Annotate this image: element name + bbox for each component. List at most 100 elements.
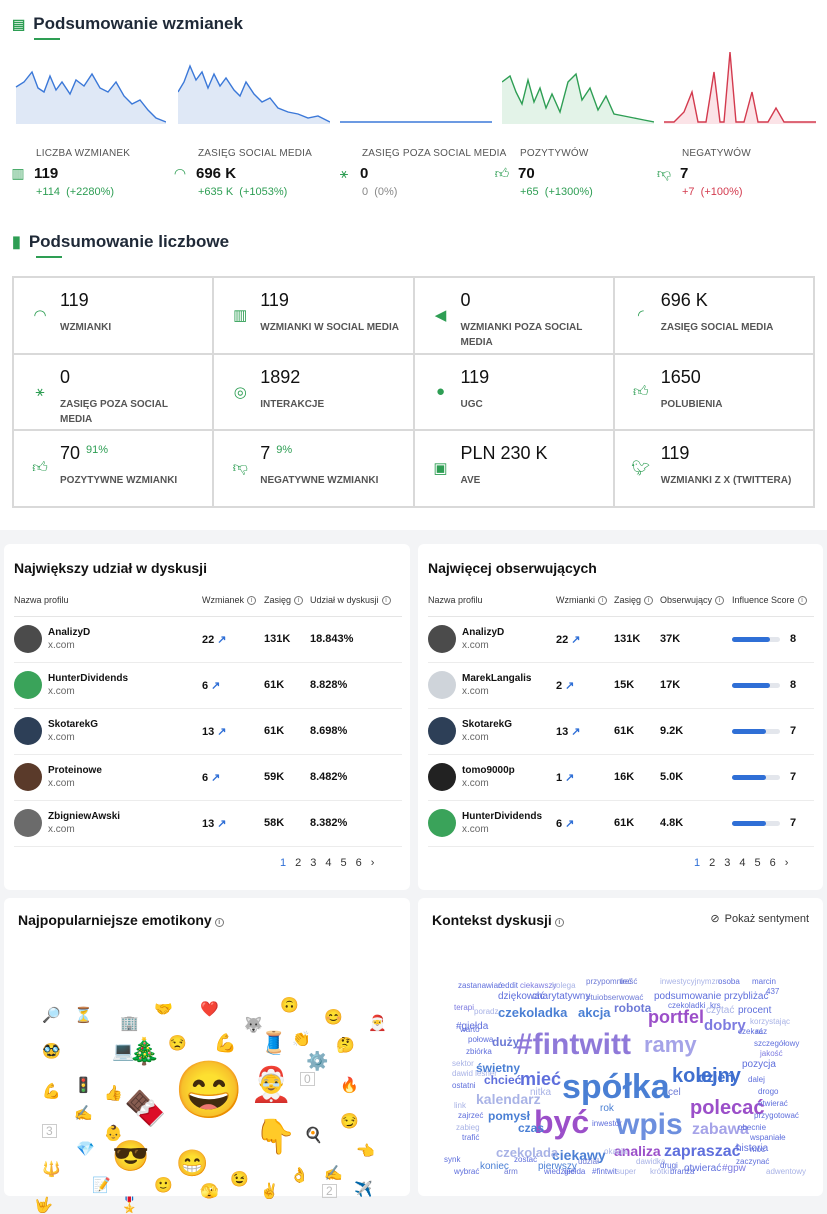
profile-name[interactable]: tomo9000p (462, 765, 515, 776)
next-page-button[interactable]: › (784, 857, 789, 869)
profile-name[interactable]: AnalizyD (48, 627, 91, 638)
profile[interactable]: HunterDividends x.com (14, 671, 202, 699)
next-page-button[interactable]: › (370, 857, 375, 869)
context-word[interactable]: szczegółowy (754, 1039, 800, 1048)
page-6[interactable]: 6 (769, 857, 776, 869)
page-1[interactable]: 1 (694, 857, 701, 869)
context-word[interactable]: drugi (660, 1161, 678, 1170)
context-word[interactable]: koniec (480, 1161, 509, 1172)
context-word[interactable]: czekoladka (498, 1005, 568, 1020)
context-word[interactable]: przypomnieć (586, 977, 632, 986)
context-word[interactable]: treść (620, 977, 638, 986)
context-word[interactable]: krs (710, 1001, 721, 1010)
context-word[interactable]: dzień (698, 1069, 734, 1085)
context-word[interactable]: przybliżać (724, 991, 769, 1002)
context-word[interactable]: pierwszy (538, 1161, 577, 1172)
external-link-icon[interactable]: ↗ (211, 771, 221, 784)
context-word[interactable]: historia (736, 1143, 769, 1154)
context-word[interactable]: dobry (704, 1017, 746, 1034)
profile[interactable]: HunterDividends x.com (428, 809, 556, 837)
context-word[interactable]: super (616, 1167, 637, 1176)
page-6[interactable]: 6 (355, 857, 362, 869)
info-icon[interactable]: i (644, 595, 654, 605)
external-link-icon[interactable]: ↗ (565, 679, 575, 692)
context-word[interactable]: pomysł (488, 1109, 531, 1123)
context-word[interactable]: warto (460, 1025, 480, 1034)
context-word[interactable]: zajrzeć (458, 1111, 484, 1120)
context-word[interactable]: podsumowanie (654, 991, 722, 1002)
info-icon[interactable]: i (294, 595, 304, 605)
profile[interactable]: ZbigniewAwski x.com (14, 809, 202, 837)
info-icon[interactable]: i (214, 918, 224, 927)
context-word[interactable]: pozycja (742, 1059, 776, 1070)
info-icon[interactable]: i (247, 595, 257, 605)
page-2[interactable]: 2 (709, 857, 716, 869)
context-word[interactable]: otwierać (758, 1099, 788, 1108)
context-word[interactable]: kalendarz (476, 1091, 541, 1107)
context-word[interactable]: zbiórka (466, 1047, 492, 1056)
context-word[interactable]: zabawa (692, 1121, 749, 1138)
context-word[interactable]: charytatywny (532, 991, 591, 1002)
share-pagination[interactable]: 1 2 3 4 5 6 › (280, 857, 374, 869)
context-word[interactable]: synk (444, 1155, 461, 1164)
context-word[interactable]: kolejny (672, 1065, 741, 1087)
page-4[interactable]: 4 (739, 857, 746, 869)
profile-name[interactable]: HunterDividends (462, 811, 543, 822)
context-word[interactable]: inwestor (592, 1119, 622, 1128)
context-word[interactable]: czytać (706, 1005, 735, 1016)
context-word[interactable]: wpis (616, 1108, 683, 1141)
info-icon[interactable]: i (715, 595, 725, 605)
context-word[interactable]: analiza (614, 1143, 661, 1159)
context-word[interactable]: giełda (564, 1167, 586, 1176)
info-icon[interactable]: i (797, 595, 807, 605)
context-word[interactable]: dalej (748, 1075, 765, 1084)
context-word[interactable]: udział (578, 1157, 599, 1166)
context-word[interactable]: ramy (644, 1032, 697, 1057)
context-word[interactable]: spółka (562, 1068, 670, 1106)
context-word[interactable]: wiedzieć (544, 1167, 575, 1176)
profile-name[interactable]: SkotarekG (48, 719, 99, 730)
page-5[interactable]: 5 (754, 857, 761, 869)
context-word[interactable]: ostatni (452, 1081, 476, 1090)
info-icon[interactable]: i (598, 595, 608, 605)
external-link-icon[interactable]: ↗ (217, 725, 227, 738)
context-word[interactable]: portfel (648, 1007, 704, 1027)
context-word[interactable]: zabieg (456, 1123, 480, 1132)
context-word[interactable]: raz (756, 1027, 768, 1036)
context-word[interactable]: #gpw (722, 1163, 746, 1174)
profile[interactable]: SkotarekG x.com (428, 717, 556, 745)
context-word[interactable]: duży (492, 1035, 520, 1049)
profile-name[interactable]: ZbigniewAwski (48, 811, 121, 822)
profile[interactable]: AnalizyD x.com (428, 625, 556, 653)
info-icon[interactable]: i (381, 595, 391, 605)
context-word[interactable]: #tuiobserwować (586, 993, 644, 1002)
context-word[interactable]: krótki (650, 1167, 670, 1176)
external-link-icon[interactable]: ↗ (565, 817, 575, 830)
context-word[interactable]: czekoladki (668, 1001, 706, 1010)
profile-name[interactable]: Proteinowe (48, 765, 102, 776)
context-word[interactable]: #giełda (456, 1021, 489, 1032)
context-word[interactable]: zostać (514, 1155, 538, 1164)
followers-pagination[interactable]: 1 2 3 4 5 6 › (694, 857, 788, 869)
context-word[interactable]: ciekawszy (520, 981, 557, 990)
profile[interactable]: Proteinowe x.com (14, 763, 202, 791)
context-word[interactable]: akcja (578, 1005, 611, 1020)
context-word[interactable]: nitka (530, 1087, 552, 1098)
page-3[interactable]: 3 (724, 857, 731, 869)
context-word[interactable]: branża (670, 1167, 695, 1176)
context-word[interactable]: cel (668, 1087, 681, 1098)
context-word[interactable]: rok (600, 1103, 614, 1114)
context-word[interactable]: osoba (718, 977, 740, 986)
context-word[interactable]: chcieć (484, 1073, 522, 1087)
context-word[interactable]: czas (518, 1121, 545, 1135)
page-5[interactable]: 5 (340, 857, 347, 869)
external-link-icon[interactable]: ↗ (571, 633, 581, 646)
context-word[interactable]: ciekawy (552, 1147, 606, 1163)
context-word[interactable]: wspaniałe (750, 1133, 786, 1142)
context-word[interactable]: jakość (760, 1049, 783, 1058)
info-icon[interactable]: i (554, 918, 564, 927)
context-word[interactable]: otwierać (684, 1163, 722, 1174)
external-link-icon[interactable]: ↗ (565, 771, 575, 784)
context-word[interactable]: polecać (690, 1097, 765, 1119)
context-word[interactable]: reddit (498, 981, 519, 990)
